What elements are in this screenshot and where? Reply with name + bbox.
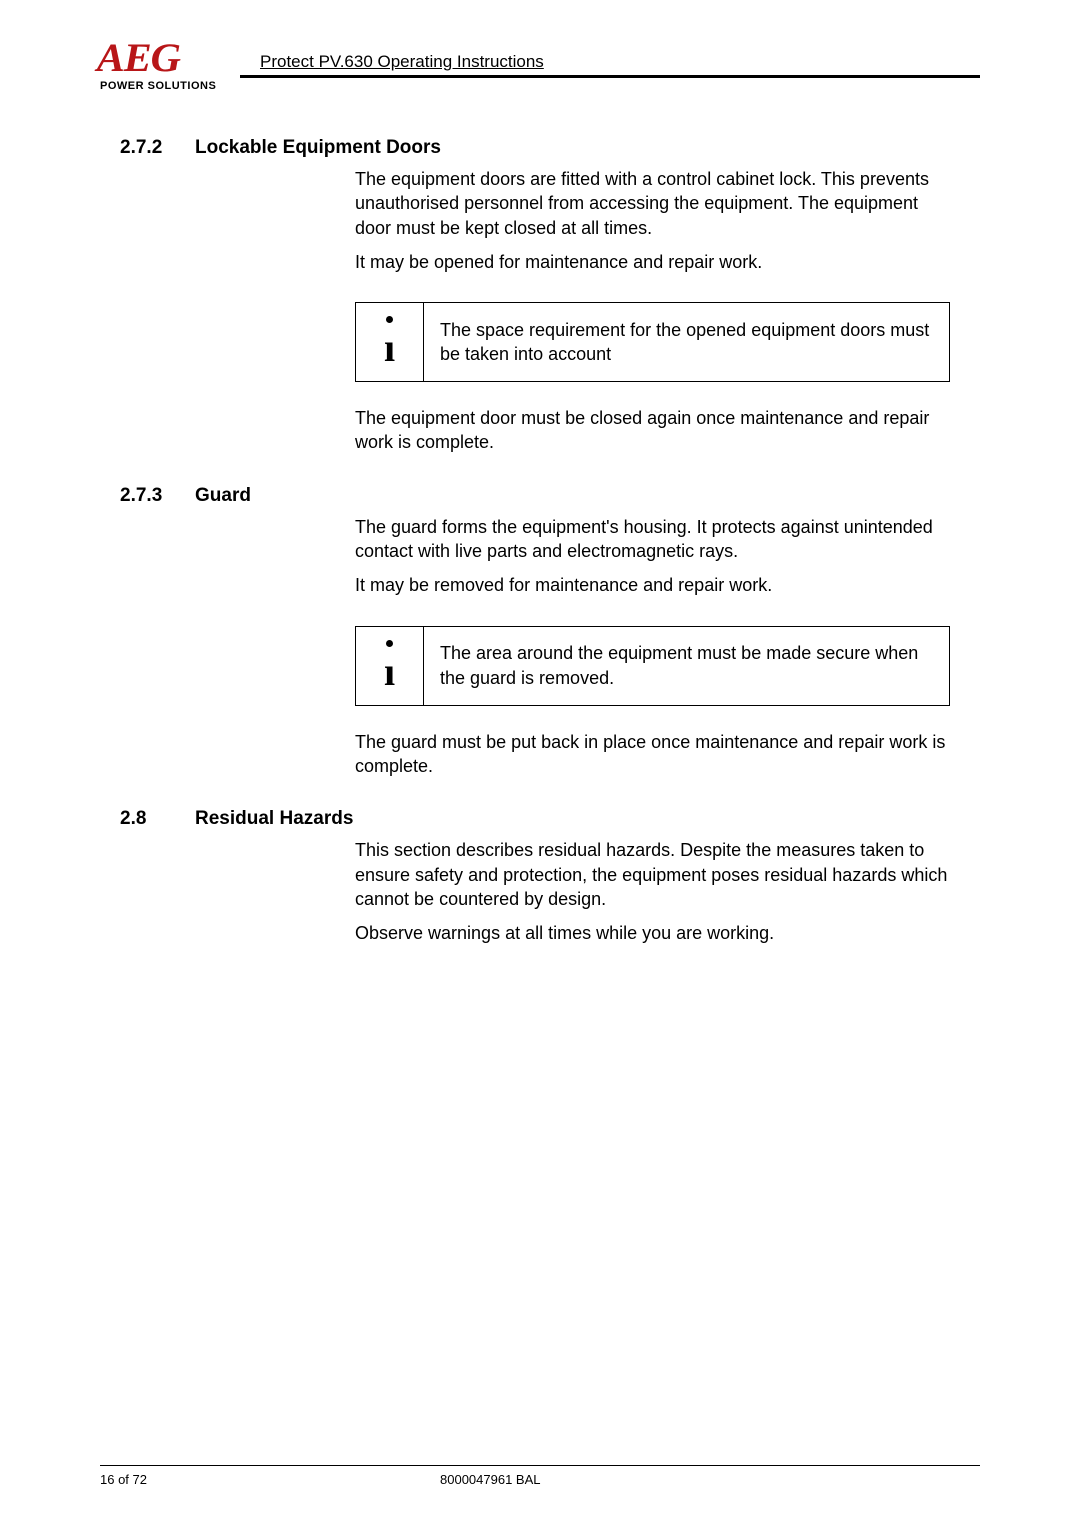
section-number: 2.8 <box>120 808 195 830</box>
info-text: The area around the equipment must be ma… <box>424 627 949 705</box>
header-title-wrap: Protect PV.630 Operating Instructions <box>260 40 980 78</box>
page-number: 16 of 72 <box>100 1472 440 1487</box>
body-paragraph: It may be opened for maintenance and rep… <box>355 250 950 274</box>
logo-block: AEG POWER SOLUTIONS <box>100 40 230 92</box>
info-box: ı The area around the equipment must be … <box>355 626 950 706</box>
section-title: Guard <box>195 485 251 507</box>
section-number: 2.7.2 <box>120 137 195 159</box>
info-icon: ı <box>356 303 424 381</box>
section-heading-273: 2.7.3 Guard <box>120 485 980 507</box>
body-paragraph: This section describes residual hazards.… <box>355 838 950 911</box>
section-title: Residual Hazards <box>195 808 353 830</box>
body-paragraph: The equipment doors are fitted with a co… <box>355 167 950 240</box>
footer-row: 16 of 72 8000047961 BAL <box>100 1472 980 1487</box>
body-paragraph: The guard must be put back in place once… <box>355 730 950 779</box>
logo-tagline: POWER SOLUTIONS <box>100 80 230 92</box>
info-icon: ı <box>356 627 424 705</box>
body-paragraph: The equipment door must be closed again … <box>355 406 950 455</box>
section-number: 2.7.3 <box>120 485 195 507</box>
page-footer: 16 of 72 8000047961 BAL <box>100 1465 980 1487</box>
content-area: 2.7.2 Lockable Equipment Doors The equip… <box>120 137 980 945</box>
page-header: AEG POWER SOLUTIONS Protect PV.630 Opera… <box>100 40 980 92</box>
section-heading-28: 2.8 Residual Hazards <box>120 808 980 830</box>
document-title: Protect PV.630 Operating Instructions <box>260 52 544 71</box>
info-text: The space requirement for the opened equ… <box>424 303 949 381</box>
info-box: ı The space requirement for the opened e… <box>355 302 950 382</box>
body-paragraph: Observe warnings at all times while you … <box>355 921 950 945</box>
section-heading-272: 2.7.2 Lockable Equipment Doors <box>120 137 980 159</box>
header-rule <box>240 75 980 78</box>
body-paragraph: The guard forms the equipment's housing.… <box>355 515 950 564</box>
footer-rule <box>100 1465 980 1466</box>
logo-text: AEG <box>97 40 234 76</box>
document-id: 8000047961 BAL <box>440 1472 980 1487</box>
body-paragraph: It may be removed for maintenance and re… <box>355 573 950 597</box>
section-title: Lockable Equipment Doors <box>195 137 441 159</box>
page-container: AEG POWER SOLUTIONS Protect PV.630 Opera… <box>0 0 1080 1527</box>
